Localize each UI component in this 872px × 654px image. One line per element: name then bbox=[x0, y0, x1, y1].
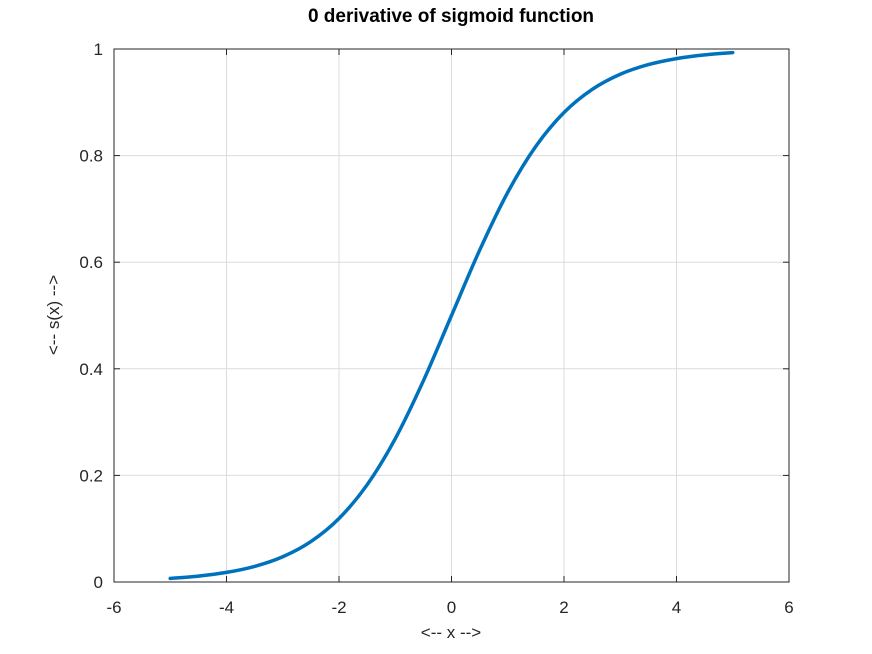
y-tick-label: 0.2 bbox=[79, 466, 103, 485]
x-tick-labels: -6 -4 -2 0 2 4 6 bbox=[106, 598, 793, 617]
ticks bbox=[113, 48, 790, 583]
y-tick-label: 0.4 bbox=[79, 360, 103, 379]
y-tick-label: 1 bbox=[94, 40, 103, 59]
y-tick-label: 0.6 bbox=[79, 253, 103, 272]
y-axis-label: <-- s(x) --> bbox=[44, 275, 63, 355]
y-tick-label: 0.8 bbox=[79, 147, 103, 166]
x-tick-label: -6 bbox=[106, 598, 121, 617]
x-tick-label: -2 bbox=[331, 598, 346, 617]
x-tick-label: 4 bbox=[672, 598, 681, 617]
series-line-sigmoid bbox=[168, 50, 735, 581]
series-group bbox=[168, 50, 735, 581]
x-axis-label: <-- x --> bbox=[421, 623, 482, 642]
x-tick-label: 0 bbox=[447, 598, 456, 617]
x-tick-label: 6 bbox=[784, 598, 793, 617]
x-tick-label: 2 bbox=[559, 598, 568, 617]
y-tick-labels: 0 0.2 0.4 0.6 0.8 1 bbox=[79, 40, 103, 592]
x-tick-label: -4 bbox=[219, 598, 234, 617]
chart-title: 0 derivative of sigmoid function bbox=[308, 6, 594, 27]
y-tick-label: 0 bbox=[94, 573, 103, 592]
